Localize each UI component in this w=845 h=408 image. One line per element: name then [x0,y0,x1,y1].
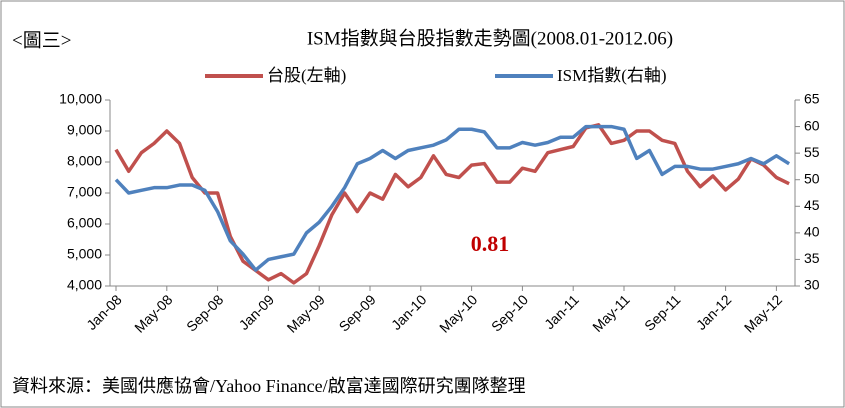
legend-label: ISM指數(右軸) [557,66,667,85]
y-tick-label: 9,000 [67,122,102,138]
y2-tick-label: 40 [804,224,820,240]
chart-title: ISM指數與台股指數走勢圖(2008.01-2012.06) [307,27,673,49]
figure-label: <圖三> [12,30,71,51]
y-tick-label: 7,000 [67,184,102,200]
y2-tick-label: 60 [804,117,820,133]
y-tick-label: 6,000 [67,215,102,231]
y2-tick-label: 35 [804,250,820,266]
source: 資料來源：美國供應協會/Yahoo Finance/啟富達國際研究團隊整理 [12,375,526,396]
y-tick-label: 10,000 [59,91,102,107]
y2-tick-label: 30 [804,277,820,293]
y-tick-label: 8,000 [67,153,102,169]
legend-label: 台股(左軸) [267,66,346,85]
annotation: 0.81 [471,231,510,256]
series-line [114,124,791,272]
y-tick-label: 5,000 [67,246,102,262]
y2-tick-label: 50 [804,170,820,186]
y2-tick-label: 45 [804,197,820,213]
y2-tick-label: 55 [804,144,820,160]
y2-tick-label: 65 [804,91,820,107]
series-line [114,123,790,285]
y-tick-label: 4,000 [67,277,102,293]
